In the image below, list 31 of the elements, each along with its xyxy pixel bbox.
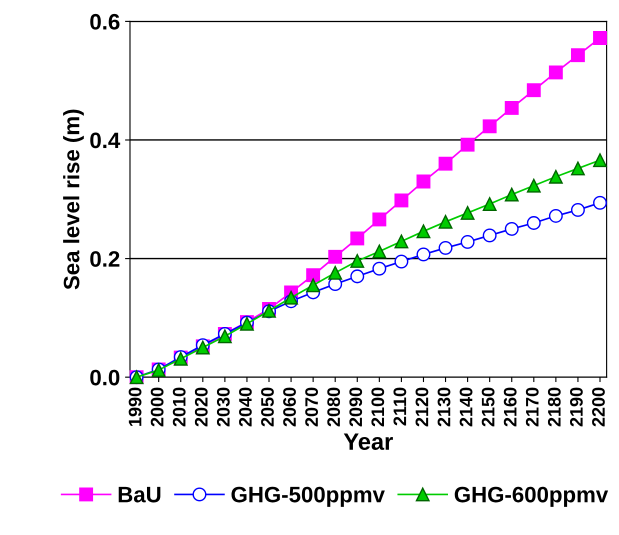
x-tick-label: 2180 bbox=[548, 388, 561, 426]
x-tick-label: 2070 bbox=[305, 388, 318, 426]
x-tick-label: 2020 bbox=[194, 388, 208, 426]
x-tick-label: 2090 bbox=[349, 388, 362, 426]
y-tick-label: 0.2 bbox=[90, 251, 120, 267]
x-tick-label: 2010 bbox=[172, 388, 186, 426]
x-tick-label: 2160 bbox=[504, 388, 517, 426]
x-tick-label: 2190 bbox=[570, 388, 583, 426]
y-tick-label: 0.6 bbox=[90, 14, 120, 30]
y-axis-title: Sea level rise (m) bbox=[63, 110, 84, 290]
x-tick-label: 1990 bbox=[128, 388, 142, 426]
x-tick-label: 2100 bbox=[371, 388, 384, 426]
y-tick-label: 0.4 bbox=[90, 132, 120, 148]
x-tick-label: 2150 bbox=[482, 388, 495, 426]
x-axis-title: Year bbox=[344, 433, 393, 450]
x-tick-label: 2120 bbox=[416, 388, 428, 426]
x-tick-label: 2130 bbox=[438, 388, 450, 426]
x-tick-label: 2080 bbox=[327, 388, 340, 426]
x-tick-label: 2170 bbox=[526, 388, 539, 426]
x-tick-label: 2110 bbox=[393, 388, 406, 426]
x-tick-label: 2140 bbox=[460, 388, 472, 426]
x-tick-label: 2060 bbox=[283, 388, 296, 426]
x-tick-label: 2050 bbox=[261, 388, 274, 426]
x-tick-label: 2040 bbox=[239, 388, 252, 426]
x-tick-label: 2000 bbox=[150, 388, 164, 426]
x-tick-label: 2030 bbox=[216, 388, 230, 426]
x-tick-label: 2200 bbox=[592, 388, 605, 426]
legend-label: BaU bbox=[118, 486, 160, 502]
legend-label: GHG-600ppmv bbox=[454, 486, 608, 507]
legend-label: GHG-500ppmv bbox=[232, 486, 385, 507]
y-tick-label: 0.0 bbox=[90, 370, 120, 386]
